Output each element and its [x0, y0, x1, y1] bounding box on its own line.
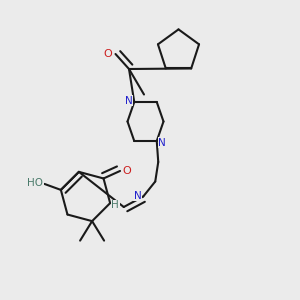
Text: O: O — [122, 166, 131, 176]
Text: HO: HO — [27, 178, 44, 188]
Text: N: N — [158, 137, 166, 148]
Text: H: H — [112, 200, 119, 211]
Text: N: N — [125, 95, 133, 106]
Text: O: O — [103, 49, 112, 59]
Text: N: N — [134, 191, 142, 201]
